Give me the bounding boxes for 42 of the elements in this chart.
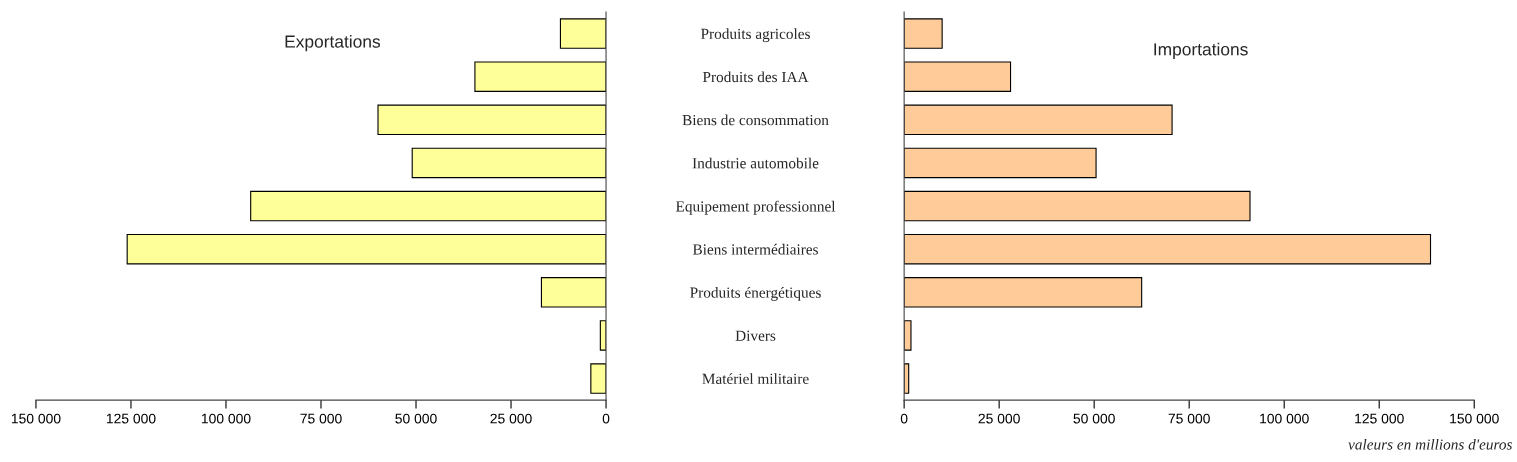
- x-tick-label: 25 000: [490, 413, 532, 424]
- text: Exportations: [285, 34, 381, 52]
- bar: [377, 104, 607, 136]
- y-tick-label: Produits énergétiques: [690, 286, 821, 301]
- bar: [904, 104, 1173, 136]
- y-tick-label: Divers: [735, 330, 776, 341]
- x-tick-label: 100 000: [1260, 413, 1309, 424]
- y-tick-label: Equipement professionnel: [675, 200, 836, 215]
- bar: [590, 363, 607, 394]
- bar: [904, 61, 1012, 92]
- x-tick-label: 125 000: [1355, 413, 1404, 424]
- bar: [126, 233, 607, 265]
- x-tick-label: 150 000: [11, 413, 61, 424]
- bar: [904, 277, 1143, 308]
- text: Importations: [1154, 42, 1248, 59]
- x-tick-label: 100 000: [201, 413, 251, 424]
- bar: [904, 147, 1097, 179]
- bar: [474, 61, 607, 92]
- bar: [904, 190, 1251, 222]
- x-tick-label: 50 000: [395, 413, 437, 424]
- x-tick-label: 0: [602, 413, 610, 424]
- bar: [540, 277, 607, 308]
- y-tick-label: Produits agricoles: [701, 28, 810, 43]
- y-tick-label: Matériel militaire: [702, 373, 809, 384]
- x-tick-label: 0: [900, 413, 908, 424]
- bar: [559, 18, 607, 49]
- y-tick-label: Produits des IAA: [702, 71, 809, 83]
- bar: [250, 190, 607, 222]
- x-tick-label: 75 000: [1168, 413, 1210, 424]
- bar: [904, 233, 1432, 265]
- y-tick-label: Biens intermédiaires: [692, 243, 818, 255]
- x-tick-label: 75 000: [300, 413, 342, 424]
- bar: [904, 18, 943, 49]
- bar: [411, 147, 607, 179]
- bar: [904, 320, 912, 351]
- x-tick-label: 125 000: [106, 413, 156, 424]
- y-tick-label: Industrie automobile: [692, 157, 819, 169]
- x-tick-label: 50 000: [1073, 413, 1115, 424]
- x-tick-label: 150 000: [1450, 413, 1499, 424]
- text: valeurs en millions d'euros: [1348, 438, 1512, 450]
- x-tick-label: 25 000: [978, 413, 1020, 424]
- y-tick-label: Biens de consommation: [682, 114, 829, 126]
